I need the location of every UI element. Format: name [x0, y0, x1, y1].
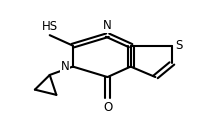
- Text: O: O: [103, 101, 112, 114]
- Text: N: N: [103, 19, 112, 32]
- Text: HS: HS: [42, 20, 58, 33]
- Text: N: N: [61, 60, 69, 73]
- Text: S: S: [175, 39, 183, 52]
